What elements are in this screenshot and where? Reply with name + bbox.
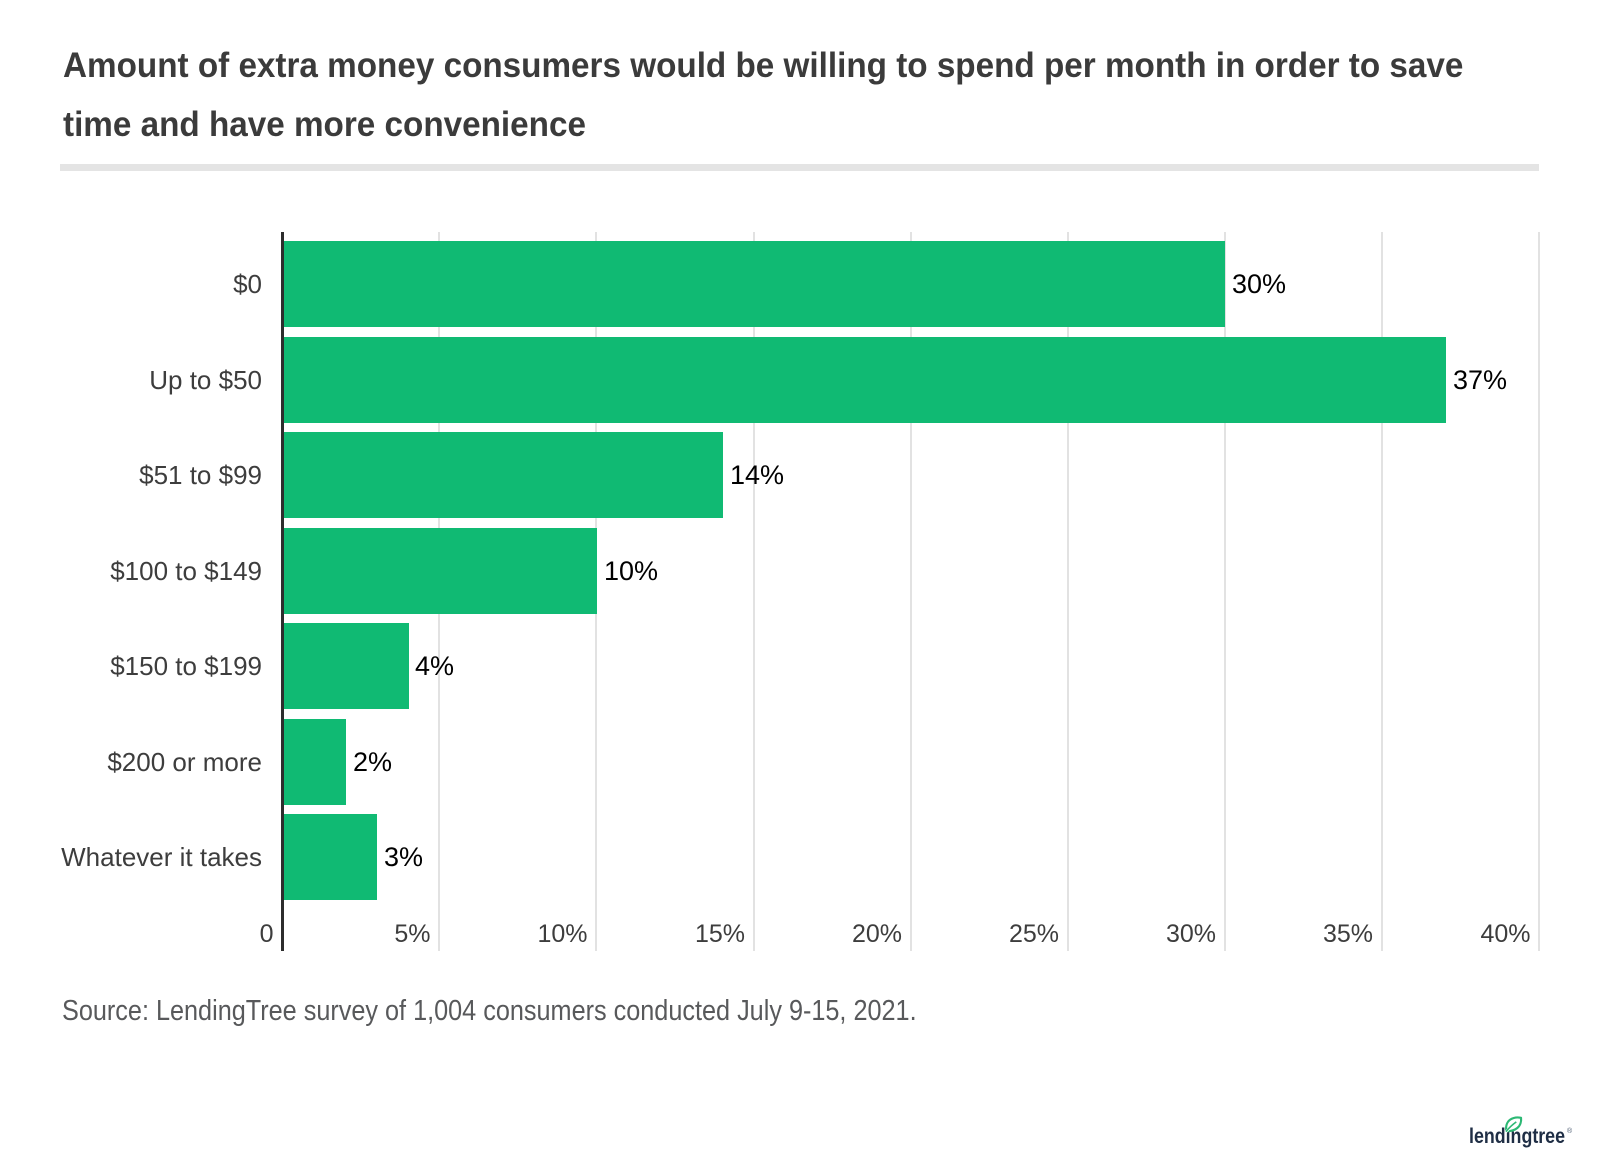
svg-text:®: ®	[1567, 1127, 1573, 1135]
svg-text:lendingtree: lendingtree	[1469, 1125, 1565, 1148]
